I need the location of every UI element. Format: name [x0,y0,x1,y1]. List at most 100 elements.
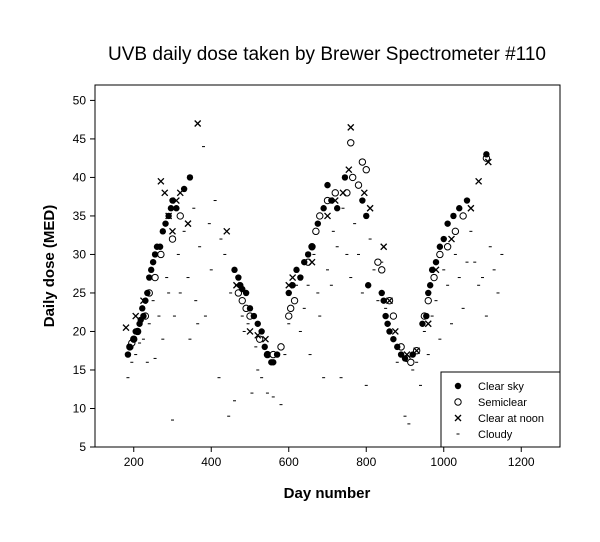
point-clear-at-noon [223,227,231,235]
point-clear-at-noon [172,197,180,204]
point-semiclear [316,212,324,220]
x-tick-label: 1200 [508,455,535,469]
point-clear-sky [378,289,385,297]
point-clear-sky [382,312,389,320]
y-tick-label: 30 [73,247,87,261]
point-semiclear [285,312,293,320]
cross-stroke [454,414,462,422]
point-clear-sky [463,197,471,204]
series-clear-sky [124,151,490,366]
point-semiclear [255,335,264,343]
point-clear-sky [308,243,316,250]
point-clear-sky [173,205,180,212]
point-clear-sky [261,343,268,351]
point-clear-sky [142,297,149,304]
point-semiclear [436,250,444,259]
point-clear-at-noon [424,320,432,328]
point-clear-sky [186,174,194,181]
point-clear-at-noon [184,220,192,228]
cross-stroke [391,328,399,335]
point-semiclear [348,173,357,182]
point-clear-at-noon [262,335,269,343]
cross-stroke [331,197,339,204]
point-clear-at-noon [475,177,483,185]
point-clear-sky [456,205,463,212]
point-clear-sky [397,351,405,358]
point-clear-at-noon [347,123,355,131]
point-clear-at-noon [194,120,202,127]
point-semiclear [312,227,320,236]
point-clear-sky [384,320,391,327]
point-clear-sky [293,266,300,274]
point-clear-sky [239,285,246,293]
point-semiclear [151,273,159,282]
point-semiclear [389,312,398,320]
point-semiclear [286,304,295,313]
point-clear-sky [320,205,327,212]
series-clear-at-noon [122,120,492,359]
point-clear-at-noon [484,158,492,166]
point-clear-sky [432,258,440,266]
point-clear-sky [297,274,304,281]
cross-stroke [184,220,192,228]
point-clear-at-noon [339,189,347,197]
point-clear-sky [254,320,261,327]
point-semiclear [168,235,177,243]
point-semiclear [238,296,246,305]
point-clear-sky [483,151,490,158]
point-clear-sky [124,351,132,358]
point-semiclear [157,250,165,259]
cross-stroke [403,351,411,359]
point-clear-at-noon [246,328,254,335]
cross-stroke [366,204,374,212]
point-clear-sky [126,343,134,351]
cross-stroke [194,120,202,127]
point-clear-sky [333,205,341,212]
point-clear-sky [162,220,169,227]
point-semiclear [176,212,184,220]
point-clear-at-noon [161,189,169,197]
point-clear-at-noon [285,281,293,289]
y-tick-label: 45 [73,132,87,146]
cross-stroke [285,281,293,289]
point-clear-at-noon [169,227,176,235]
cross-stroke [386,297,393,305]
point-clear-sky [364,282,372,289]
point-clear-at-noon [413,347,421,355]
legend-marker-clear-at-noon [454,414,462,422]
point-clear-sky [231,266,238,274]
point-clear-sky [394,343,401,351]
point-semiclear [234,289,243,297]
point-clear-sky [159,228,167,235]
point-clear-at-noon [448,235,455,243]
plot-frame [94,84,561,448]
legend-label-clear-sky: Clear sky [478,381,524,393]
point-clear-sky [301,258,308,266]
cross-stroke [232,281,240,289]
cross-stroke [223,227,231,235]
point-semiclear [459,212,467,220]
point-clear-sky [314,220,322,227]
legend-label-clear-at-noon: Clear at noon [478,413,544,425]
cross-stroke [139,297,147,305]
data-points [122,120,504,425]
point-clear-sky [419,320,426,327]
point-clear-sky [380,297,387,304]
cross-stroke [324,212,331,220]
cross-stroke [424,320,432,328]
cross-stroke [172,197,180,204]
point-clear-sky [147,266,155,274]
point-semiclear [362,166,370,174]
x-tick-label: 1000 [430,455,457,469]
cross-stroke [132,312,140,320]
point-clear-sky [250,312,258,320]
x-tick-label: 600 [279,455,299,469]
point-semiclear [347,139,355,147]
point-clear-sky [401,355,409,362]
point-clear-sky [242,289,250,297]
point-clear-sky [167,205,175,212]
cross-stroke [413,347,421,355]
point-semiclear [277,343,285,351]
y-tick-label: 5 [79,440,86,454]
point-semiclear [424,296,432,305]
